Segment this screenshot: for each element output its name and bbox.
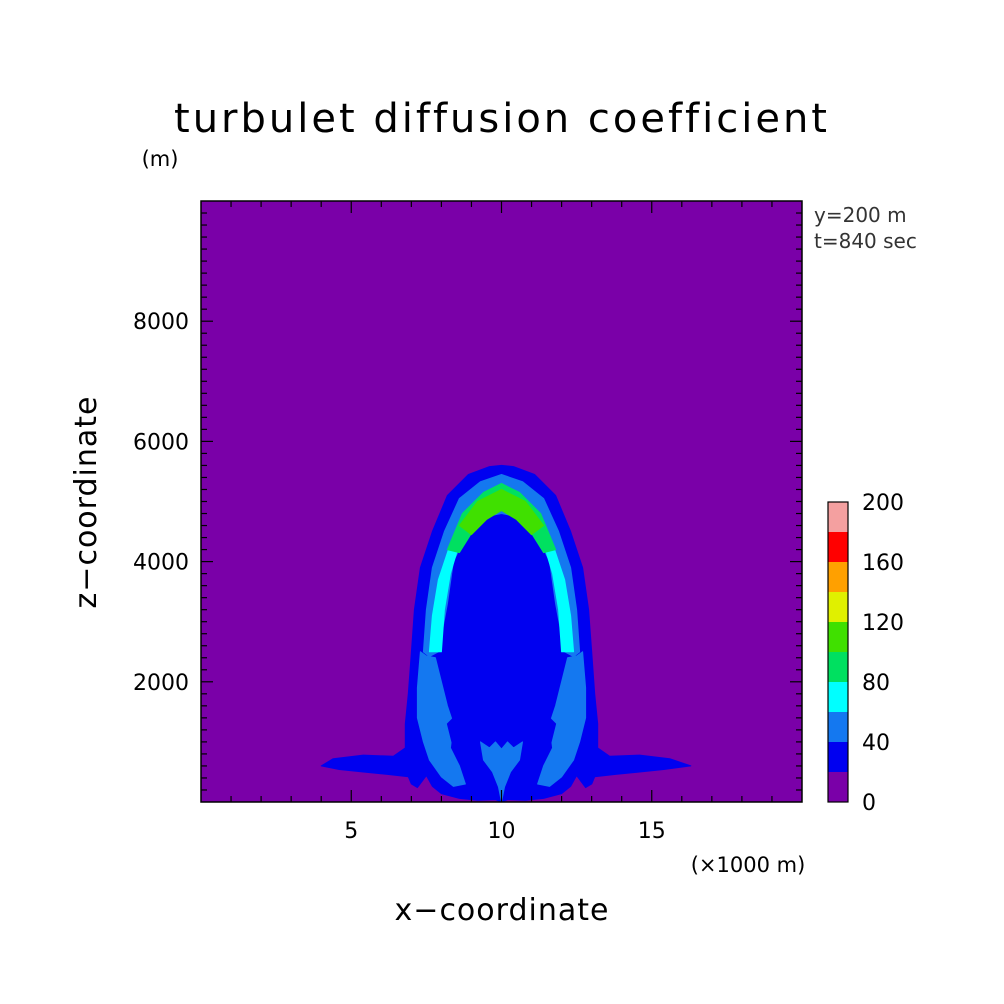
colorbar-tick-label: 40 xyxy=(862,731,890,756)
contour-region-right-eddy xyxy=(522,564,536,573)
colorbar-tick-label: 80 xyxy=(862,671,890,696)
x-tick-label: 5 xyxy=(344,819,358,844)
colorbar-swatch xyxy=(828,562,848,592)
contour-region-outer-plume-envelope xyxy=(320,464,692,803)
x-unit-label: (×1000 m) xyxy=(691,853,806,877)
colorbar-swatch xyxy=(828,652,848,682)
colorbar-swatch xyxy=(828,502,848,532)
colorbar-swatch xyxy=(828,622,848,652)
x-axis-label: x−coordinate xyxy=(395,893,610,928)
contour-region-lower-right-column xyxy=(537,651,587,787)
colorbar-swatch xyxy=(828,532,848,562)
x-tick-label: 15 xyxy=(638,819,666,844)
colorbar: 0 40 80 120 160 200 xyxy=(827,491,904,816)
contour-regions xyxy=(320,464,692,803)
colorbar-tick-label: 120 xyxy=(862,611,904,636)
contour-region-stem-cells xyxy=(480,741,523,803)
y-unit-label: (m) xyxy=(142,147,179,171)
chart-title: turbulet diffusion coefficient xyxy=(174,96,830,142)
annotation-y-position: y=200 m xyxy=(814,203,907,227)
colorbar-tick-label: 160 xyxy=(862,551,904,576)
y-axis-label: z−coordinate xyxy=(69,396,104,609)
y-tick-label: 2000 xyxy=(133,671,189,696)
x-tick-label: 10 xyxy=(488,819,516,844)
colorbar-swatch xyxy=(828,772,848,802)
contour-region-left-eddy xyxy=(474,564,487,573)
colorbar-tick-label: 200 xyxy=(862,491,904,516)
annotation-time: t=840 sec xyxy=(814,229,917,253)
contour-region-arch-top-peak xyxy=(458,489,545,536)
colorbar-swatch xyxy=(828,742,848,772)
colorbar-swatch xyxy=(828,712,848,742)
colorbar-tick-label: 0 xyxy=(862,791,876,816)
y-tick-label: 8000 xyxy=(133,310,189,335)
contour-region-lower-left-column xyxy=(416,651,466,787)
plot-area: 5 10 15 2000 4000 6000 8000 xyxy=(133,200,803,844)
y-tick-label: 6000 xyxy=(133,430,189,455)
colorbar-swatch xyxy=(828,682,848,712)
axis-ticks: 5 10 15 2000 4000 6000 8000 xyxy=(133,201,802,844)
colorbar-swatch xyxy=(828,592,848,622)
y-tick-label: 4000 xyxy=(133,551,189,576)
colorbar-frame xyxy=(827,501,849,803)
